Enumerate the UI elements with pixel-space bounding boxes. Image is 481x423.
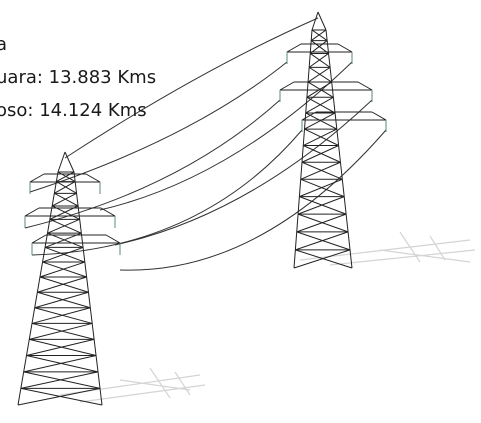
tower-brace	[40, 277, 88, 292]
illustration: a uara: 13.883 Kms oso: 14.124 Kms	[0, 0, 481, 423]
tower-leg	[312, 12, 318, 30]
tower-brace	[303, 129, 337, 145]
wire	[120, 130, 386, 270]
cross-arm	[25, 208, 39, 216]
cross-arm	[32, 235, 46, 243]
cross-arm	[358, 82, 372, 90]
text-line: oso: 14.124 Kms	[0, 100, 147, 121]
wire	[115, 100, 372, 245]
tower-brace	[307, 97, 335, 113]
tower-brace	[35, 292, 89, 307]
tower-brace	[308, 67, 330, 82]
cross-arm	[287, 44, 301, 52]
page: a uara: 13.883 Kms oso: 14.124 Kms (() =…	[0, 0, 481, 423]
tower-leg	[18, 172, 58, 405]
cross-arm	[338, 44, 352, 52]
tower-brace	[309, 67, 332, 82]
tower-brace	[301, 162, 341, 179]
tower-brace	[37, 277, 86, 292]
tower-brace	[54, 182, 75, 194]
tower-brace	[40, 262, 85, 277]
cross-arm	[280, 82, 294, 90]
cross-arm	[86, 174, 100, 182]
tower-leg	[318, 12, 326, 30]
tower-brace	[45, 247, 85, 262]
tower-leg	[58, 152, 65, 172]
tower-brace	[48, 219, 80, 233]
shadow	[60, 368, 205, 402]
tower-brace	[43, 247, 84, 262]
tower-brace	[310, 53, 330, 67]
text-line: a	[0, 34, 7, 55]
tower-brace	[303, 146, 340, 163]
tower-brace	[29, 323, 92, 339]
cross-arm	[106, 235, 120, 243]
tower-brace	[43, 262, 87, 277]
tower-brace	[309, 53, 328, 67]
cross-arm	[101, 208, 115, 216]
cross-arm	[372, 112, 386, 120]
tower-brace	[32, 308, 90, 324]
tower-brace	[37, 292, 90, 307]
tower-brace	[50, 219, 81, 233]
tower-brace	[56, 182, 76, 194]
tower-brace	[54, 193, 78, 206]
wire	[65, 18, 318, 158]
tower-brace	[32, 323, 94, 339]
text-line: uara: 13.883 Kms	[0, 67, 156, 88]
shadows	[60, 232, 475, 402]
tower-brace	[302, 162, 342, 179]
tower-brace	[301, 179, 344, 196]
tower-brace	[35, 308, 92, 324]
tower-brace	[52, 193, 76, 206]
cross-arm	[30, 174, 44, 182]
